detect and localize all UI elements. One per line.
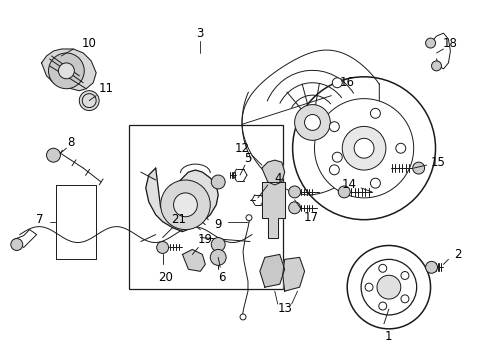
Text: 21: 21: [171, 213, 186, 226]
Circle shape: [379, 264, 387, 272]
Polygon shape: [283, 257, 305, 291]
Text: 19: 19: [198, 233, 213, 246]
Text: 9: 9: [215, 218, 222, 231]
Polygon shape: [262, 182, 285, 238]
Text: 5: 5: [245, 152, 252, 165]
Circle shape: [370, 108, 380, 118]
Circle shape: [157, 242, 169, 253]
Circle shape: [47, 148, 60, 162]
Circle shape: [49, 53, 84, 89]
Polygon shape: [42, 49, 96, 91]
Circle shape: [432, 61, 441, 71]
Text: 18: 18: [443, 37, 458, 50]
Text: 15: 15: [431, 156, 446, 168]
Circle shape: [379, 302, 387, 310]
Text: 12: 12: [235, 142, 249, 155]
Circle shape: [211, 175, 225, 189]
Text: 11: 11: [98, 82, 114, 95]
Circle shape: [332, 78, 342, 88]
Circle shape: [361, 260, 416, 315]
Circle shape: [370, 178, 380, 188]
Circle shape: [289, 202, 300, 214]
Text: 10: 10: [82, 37, 97, 50]
Circle shape: [289, 186, 300, 198]
Circle shape: [354, 138, 374, 158]
Circle shape: [426, 261, 438, 273]
Circle shape: [377, 275, 401, 299]
Circle shape: [396, 143, 406, 153]
Circle shape: [294, 105, 330, 140]
Circle shape: [293, 77, 436, 220]
Circle shape: [173, 193, 197, 217]
Polygon shape: [262, 160, 285, 185]
Text: 8: 8: [68, 136, 75, 149]
Text: 16: 16: [340, 76, 355, 89]
Circle shape: [329, 122, 340, 132]
Text: 20: 20: [158, 271, 173, 284]
Circle shape: [210, 249, 226, 265]
Circle shape: [332, 152, 342, 162]
Circle shape: [58, 63, 74, 79]
Bar: [129, 125, 283, 289]
Circle shape: [365, 283, 373, 291]
Text: 4: 4: [274, 171, 281, 185]
Text: 14: 14: [342, 179, 357, 192]
Text: 3: 3: [196, 27, 204, 40]
Text: 17: 17: [304, 211, 319, 224]
Circle shape: [11, 239, 23, 251]
Circle shape: [401, 271, 409, 279]
Circle shape: [338, 186, 350, 198]
Circle shape: [211, 238, 225, 251]
Text: 6: 6: [219, 271, 226, 284]
Text: 1: 1: [385, 330, 392, 343]
Circle shape: [315, 99, 414, 198]
Polygon shape: [146, 168, 218, 231]
Circle shape: [342, 126, 386, 170]
Text: 7: 7: [36, 213, 43, 226]
Circle shape: [246, 215, 252, 221]
Polygon shape: [182, 249, 205, 271]
Circle shape: [161, 180, 210, 230]
Circle shape: [79, 91, 99, 111]
Circle shape: [329, 165, 340, 175]
Circle shape: [413, 162, 425, 174]
Circle shape: [305, 114, 320, 130]
Circle shape: [240, 314, 246, 320]
Circle shape: [426, 38, 436, 48]
Text: 2: 2: [455, 248, 462, 261]
Circle shape: [401, 295, 409, 303]
Polygon shape: [260, 255, 285, 287]
Circle shape: [347, 246, 431, 329]
Text: 13: 13: [277, 302, 292, 315]
